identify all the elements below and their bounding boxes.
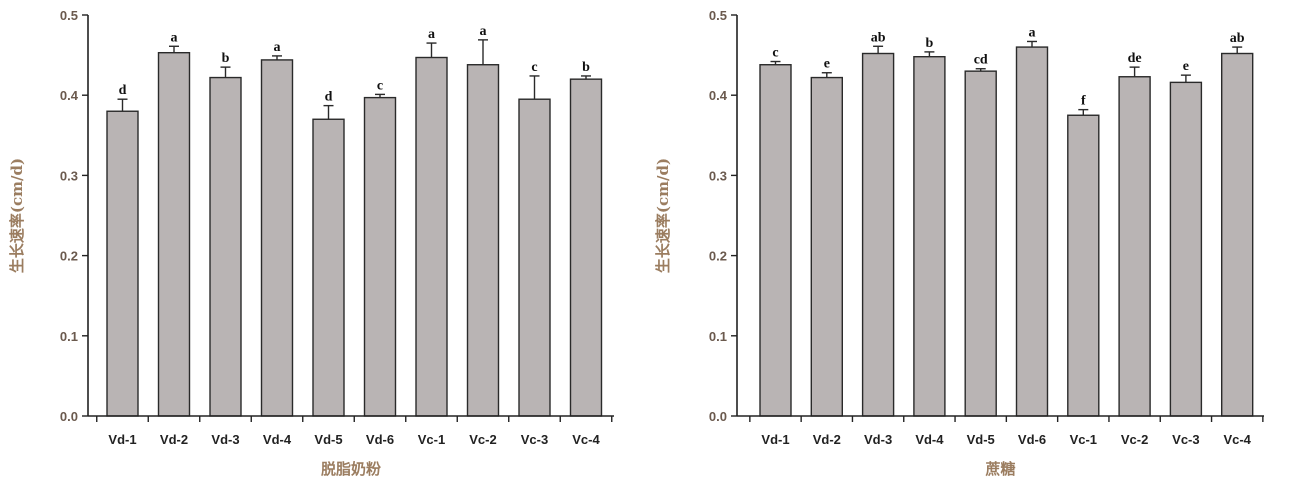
y-axis-title: 生长速率(cm/d)	[654, 158, 672, 273]
x-tick-label: Vc-4	[1223, 432, 1251, 447]
significance-label: b	[222, 51, 230, 66]
significance-label: ab	[871, 30, 886, 45]
x-tick-label: Vc-2	[1121, 432, 1148, 447]
y-tick-label: 0.5	[709, 8, 727, 23]
bar	[106, 110, 139, 417]
y-tick-label: 0.2	[60, 249, 78, 264]
x-tick-label: Vc-1	[1070, 432, 1097, 447]
bar	[209, 76, 242, 417]
x-tick-label: Vd-1	[108, 432, 136, 447]
chart-panel-1: d Vd-1 a Vd-2 b Vd-3 a Vd-4 d Vd-5 c Vd-6 a Vc-1 a Vc-2…	[8, 8, 614, 478]
bar	[759, 64, 792, 417]
significance-label: ab	[1230, 31, 1245, 46]
x-tick-label: Vd-5	[314, 432, 342, 447]
significance-label: a	[1029, 25, 1036, 40]
bar	[415, 56, 448, 417]
bar	[861, 52, 895, 417]
y-tick-label: 0.0	[709, 409, 727, 424]
x-tick-label: Vd-1	[761, 432, 789, 447]
significance-label: e	[1183, 59, 1189, 74]
x-tick-label: Vc-4	[572, 432, 600, 447]
x-tick-label: Vd-6	[366, 432, 394, 447]
bar	[1015, 46, 1049, 417]
chart-panel-2: c Vd-1 e Vd-2 ab Vd-3 b Vd-4 cd Vd-5 a Vd-6 f Vc-1 de V…	[654, 8, 1264, 478]
y-tick-label: 0.1	[60, 329, 78, 344]
bar	[569, 78, 603, 417]
significance-label: b	[582, 60, 590, 75]
significance-label: d	[119, 83, 127, 98]
bar	[964, 70, 997, 417]
bar	[260, 59, 294, 417]
x-tick-label: Vc-3	[1172, 432, 1199, 447]
significance-label: f	[1081, 94, 1086, 109]
x-tick-label: Vc-1	[418, 432, 445, 447]
bar	[810, 76, 843, 417]
x-tick-label: Vd-5	[967, 432, 995, 447]
significance-label: b	[926, 36, 934, 51]
bar	[1220, 52, 1254, 417]
significance-label: c	[772, 46, 778, 61]
significance-label: d	[325, 90, 333, 105]
bar	[363, 96, 397, 417]
significance-label: cd	[974, 53, 988, 68]
bar	[518, 98, 551, 417]
significance-label: a	[428, 27, 435, 42]
bar	[312, 118, 345, 417]
y-tick-label: 0.4	[60, 88, 79, 103]
bar	[1067, 114, 1100, 417]
bar	[157, 51, 191, 417]
y-axis-title: 生长速率(cm/d)	[8, 158, 26, 273]
x-axis-title: 蔗糖	[984, 460, 1015, 478]
y-tick-label: 0.5	[60, 8, 78, 23]
significance-label: c	[377, 78, 383, 93]
x-tick-label: Vd-3	[211, 432, 239, 447]
x-tick-label: Vd-4	[915, 432, 944, 447]
x-tick-label: Vc-2	[469, 432, 496, 447]
y-tick-label: 0.3	[709, 168, 727, 183]
bar	[913, 56, 946, 417]
y-tick-label: 0.1	[709, 329, 727, 344]
x-tick-label: Vd-3	[864, 432, 892, 447]
x-tick-label: Vc-3	[521, 432, 548, 447]
bar	[1118, 76, 1151, 417]
x-tick-label: Vd-2	[813, 432, 841, 447]
significance-label: a	[274, 40, 281, 55]
y-tick-label: 0.0	[60, 409, 78, 424]
significance-label: e	[824, 57, 830, 72]
significance-label: c	[531, 60, 537, 75]
y-tick-label: 0.3	[60, 168, 78, 183]
x-tick-label: Vd-2	[160, 432, 188, 447]
x-axis-title: 脱脂奶粉	[321, 460, 381, 478]
x-tick-label: Vd-4	[263, 432, 292, 447]
bar	[1169, 81, 1203, 417]
y-tick-label: 0.2	[709, 249, 727, 264]
y-tick-label: 0.4	[709, 88, 728, 103]
bar	[466, 64, 500, 417]
x-tick-label: Vd-6	[1018, 432, 1046, 447]
significance-label: de	[1128, 51, 1142, 66]
significance-label: a	[480, 24, 487, 39]
significance-label: a	[171, 30, 178, 45]
